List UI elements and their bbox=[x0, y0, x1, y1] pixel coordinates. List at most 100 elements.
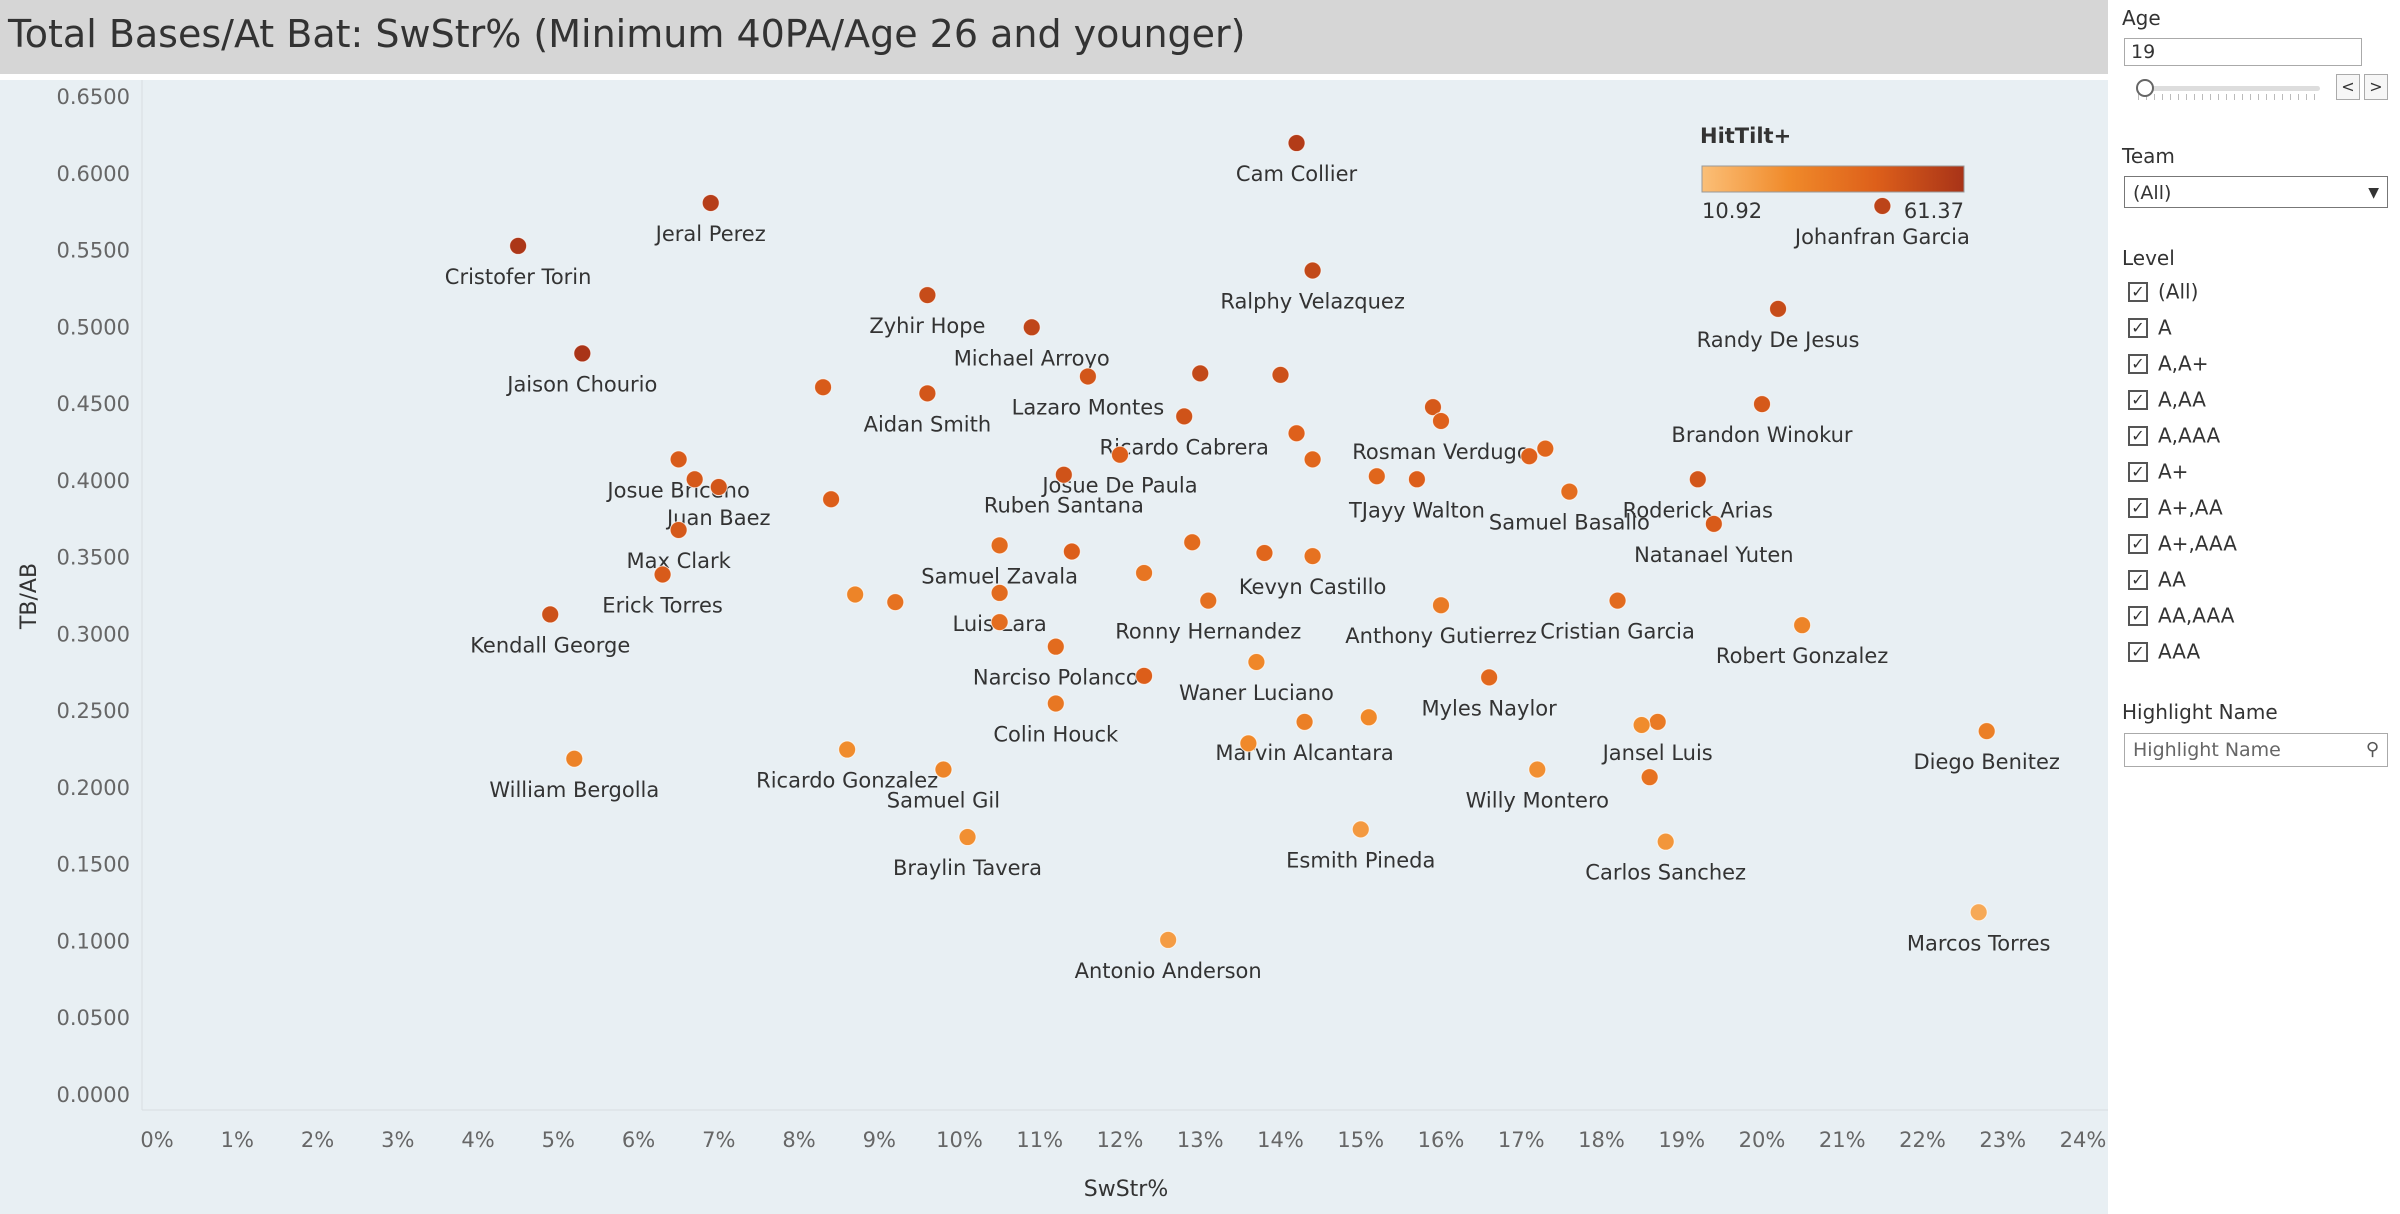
data-point[interactable] bbox=[990, 583, 1009, 602]
level-option[interactable]: ✓ A,A+ bbox=[2128, 350, 2208, 380]
data-point[interactable] bbox=[1632, 715, 1651, 734]
data-point[interactable] bbox=[822, 490, 841, 509]
checkbox-checked-icon[interactable]: ✓ bbox=[2128, 641, 2148, 662]
data-point[interactable] bbox=[1351, 820, 1370, 839]
checkbox-checked-icon[interactable]: ✓ bbox=[2128, 605, 2148, 626]
data-point[interactable] bbox=[1528, 760, 1547, 779]
data-point[interactable] bbox=[669, 520, 688, 539]
data-point[interactable] bbox=[934, 760, 953, 779]
team-dropdown[interactable]: (All) ▼ bbox=[2124, 176, 2388, 208]
data-point[interactable] bbox=[1303, 261, 1322, 280]
data-point[interactable] bbox=[1271, 365, 1290, 384]
data-point[interactable] bbox=[1969, 903, 1988, 922]
data-point[interactable] bbox=[1640, 768, 1659, 787]
data-point[interactable] bbox=[541, 605, 560, 624]
data-point[interactable] bbox=[958, 828, 977, 847]
data-point[interactable] bbox=[1560, 482, 1579, 501]
data-point[interactable] bbox=[990, 536, 1009, 555]
checkbox-checked-icon[interactable]: ✓ bbox=[2128, 353, 2148, 374]
data-point[interactable] bbox=[1688, 470, 1707, 489]
level-option[interactable]: ✓ AA,AAA bbox=[2128, 602, 2234, 632]
checkbox-checked-icon[interactable]: ✓ bbox=[2128, 569, 2148, 590]
level-option[interactable]: ✓ AAA bbox=[2128, 638, 2200, 668]
data-point[interactable] bbox=[1608, 591, 1627, 610]
data-point[interactable] bbox=[1046, 694, 1065, 713]
age-prev-button[interactable]: < bbox=[2336, 74, 2360, 100]
data-point[interactable] bbox=[1183, 533, 1202, 552]
data-point[interactable] bbox=[565, 749, 584, 768]
data-point[interactable] bbox=[1054, 465, 1073, 484]
age-slider-thumb[interactable] bbox=[2136, 79, 2154, 97]
data-point[interactable] bbox=[1287, 424, 1306, 443]
level-option[interactable]: ✓ A,AAA bbox=[2128, 422, 2220, 452]
age-next-button[interactable]: > bbox=[2364, 74, 2388, 100]
data-point[interactable] bbox=[1303, 450, 1322, 469]
checkbox-checked-icon[interactable]: ✓ bbox=[2128, 389, 2148, 410]
data-point[interactable] bbox=[1480, 668, 1499, 687]
data-point[interactable] bbox=[814, 378, 833, 397]
data-point[interactable] bbox=[1062, 542, 1081, 561]
data-point[interactable] bbox=[1022, 318, 1041, 337]
level-option[interactable]: ✓ AA bbox=[2128, 566, 2186, 596]
data-point[interactable] bbox=[1793, 616, 1812, 635]
data-point[interactable] bbox=[685, 470, 704, 489]
level-option[interactable]: ✓ (All) bbox=[2128, 278, 2198, 308]
data-point[interactable] bbox=[1432, 596, 1450, 615]
data-point[interactable] bbox=[1111, 445, 1129, 464]
checkbox-checked-icon[interactable]: ✓ bbox=[2128, 281, 2148, 302]
data-point[interactable] bbox=[701, 193, 720, 212]
level-option[interactable]: ✓ A,AA bbox=[2128, 386, 2206, 416]
age-input[interactable]: 19 bbox=[2124, 38, 2362, 66]
checkbox-checked-icon[interactable]: ✓ bbox=[2128, 425, 2148, 446]
data-point[interactable] bbox=[1656, 832, 1675, 851]
data-point[interactable] bbox=[1520, 447, 1539, 466]
data-point[interactable] bbox=[1367, 467, 1386, 486]
data-point[interactable] bbox=[669, 450, 688, 469]
data-point[interactable] bbox=[886, 593, 905, 612]
data-point[interactable] bbox=[1175, 407, 1194, 426]
data-point[interactable] bbox=[1423, 398, 1442, 417]
data-point[interactable] bbox=[1199, 591, 1218, 610]
data-point[interactable] bbox=[1255, 544, 1274, 563]
data-point[interactable] bbox=[838, 740, 857, 759]
data-point[interactable] bbox=[653, 565, 672, 584]
data-point[interactable] bbox=[1239, 734, 1258, 753]
level-option[interactable]: ✓ A+,AA bbox=[2128, 494, 2223, 524]
data-point[interactable] bbox=[918, 286, 937, 305]
data-point[interactable] bbox=[1407, 470, 1426, 489]
data-point[interactable] bbox=[1873, 197, 1892, 216]
age-slider-track[interactable] bbox=[2138, 86, 2320, 91]
checkbox-checked-icon[interactable]: ✓ bbox=[2128, 533, 2148, 554]
data-point[interactable] bbox=[1046, 637, 1065, 656]
data-point[interactable] bbox=[918, 384, 937, 403]
data-point[interactable] bbox=[1135, 563, 1154, 582]
data-point[interactable] bbox=[1191, 364, 1210, 383]
data-point[interactable] bbox=[1303, 547, 1322, 566]
level-option[interactable]: ✓ A+,AAA bbox=[2128, 530, 2237, 560]
data-point[interactable] bbox=[1135, 666, 1154, 685]
data-point[interactable] bbox=[1753, 395, 1771, 414]
data-point[interactable] bbox=[509, 236, 528, 255]
data-point[interactable] bbox=[1704, 514, 1723, 533]
data-point[interactable] bbox=[1295, 712, 1314, 731]
data-point[interactable] bbox=[1432, 411, 1450, 430]
data-point[interactable] bbox=[573, 344, 592, 363]
data-point[interactable] bbox=[1159, 930, 1178, 949]
checkbox-checked-icon[interactable]: ✓ bbox=[2128, 497, 2148, 518]
data-point[interactable] bbox=[1078, 367, 1097, 386]
data-point[interactable] bbox=[1247, 653, 1266, 672]
data-point[interactable] bbox=[1536, 439, 1555, 458]
data-point[interactable] bbox=[1769, 299, 1788, 318]
checkbox-checked-icon[interactable]: ✓ bbox=[2128, 461, 2148, 482]
data-point[interactable] bbox=[1977, 722, 1996, 741]
data-point[interactable] bbox=[1287, 134, 1306, 153]
data-point[interactable] bbox=[709, 477, 728, 496]
data-point[interactable] bbox=[1648, 712, 1667, 731]
level-option[interactable]: ✓ A bbox=[2128, 314, 2172, 344]
data-point[interactable] bbox=[846, 585, 865, 604]
highlight-name-input[interactable]: Highlight Name ⚲ bbox=[2124, 733, 2388, 767]
level-option[interactable]: ✓ A+ bbox=[2128, 458, 2188, 488]
data-point[interactable] bbox=[1359, 708, 1378, 727]
data-point[interactable] bbox=[990, 613, 1009, 632]
checkbox-checked-icon[interactable]: ✓ bbox=[2128, 317, 2148, 338]
